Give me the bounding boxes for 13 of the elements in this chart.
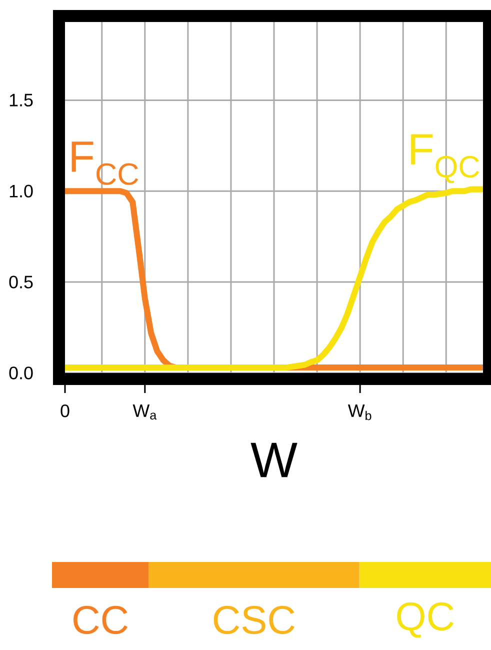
series-label: CSC: [214, 606, 294, 634]
y-tick-label: 0.0: [9, 366, 33, 380]
y-tick-label: 1.0: [10, 184, 33, 198]
x-tick-label: W$_{b}$: [348, 404, 372, 420]
y-tick-label: 0.5: [9, 276, 33, 288]
y-tick-label: 1.5: [10, 94, 33, 106]
x-tick-label: 0: [60, 404, 70, 418]
series-label: QC: [397, 602, 454, 638]
series-label: F$_{CC}$: [72, 142, 138, 185]
series-label: F$_{QC}$: [411, 134, 480, 184]
series-label: CC: [74, 606, 128, 634]
x-axis-title: W: [250, 442, 298, 478]
x-tick-label: W$_{a}$: [132, 404, 157, 420]
